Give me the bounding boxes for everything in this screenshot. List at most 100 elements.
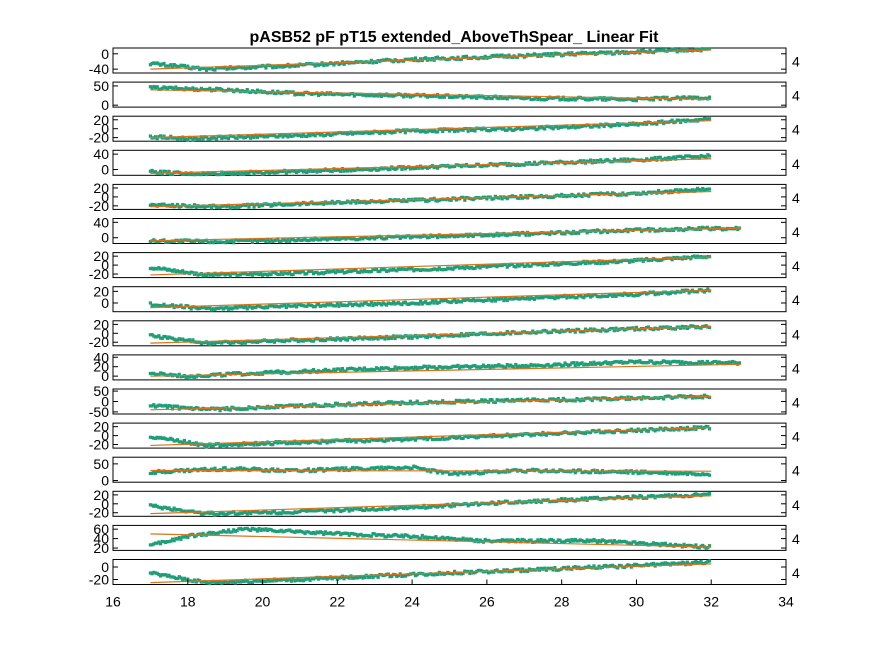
data-point xyxy=(663,395,667,399)
data-point xyxy=(655,95,659,100)
data-point xyxy=(405,234,409,238)
data-point xyxy=(203,205,207,209)
data-point xyxy=(215,512,219,517)
data-point xyxy=(447,267,452,271)
data-point xyxy=(221,204,226,208)
data-point xyxy=(160,371,164,375)
data-point xyxy=(594,124,598,128)
data-point xyxy=(252,305,256,309)
data-point xyxy=(339,92,343,96)
data-point xyxy=(262,306,266,310)
data-point xyxy=(441,235,445,239)
data-point xyxy=(670,493,674,497)
data-point xyxy=(211,340,215,345)
data-point xyxy=(507,53,511,57)
data-point xyxy=(510,262,514,266)
data-point xyxy=(680,257,684,261)
data-point xyxy=(417,129,421,133)
data-point xyxy=(170,303,175,307)
data-point xyxy=(364,439,368,443)
data-point xyxy=(356,534,360,538)
data-point xyxy=(512,297,516,301)
data-point xyxy=(301,439,305,443)
data-point xyxy=(308,403,312,407)
data-point xyxy=(283,91,287,95)
data-point xyxy=(286,467,290,472)
data-point xyxy=(599,362,603,366)
data-point xyxy=(656,188,661,193)
data-point xyxy=(298,133,302,138)
data-point xyxy=(694,326,698,330)
data-point xyxy=(514,95,518,99)
data-point xyxy=(293,468,297,472)
data-point xyxy=(388,336,392,340)
data-point xyxy=(186,467,190,471)
data-point xyxy=(656,119,661,124)
data-point xyxy=(524,264,528,268)
data-point xyxy=(157,266,161,270)
data-point xyxy=(592,429,596,433)
data-point xyxy=(566,327,571,332)
data-point xyxy=(169,172,173,176)
data-point xyxy=(575,396,579,401)
data-point xyxy=(560,160,564,164)
data-point xyxy=(192,467,197,471)
data-point xyxy=(361,131,365,136)
data-point xyxy=(415,59,419,63)
data-point xyxy=(526,52,530,56)
data-point xyxy=(573,262,577,266)
data-point xyxy=(437,504,441,508)
data-point xyxy=(272,305,277,309)
data-point xyxy=(317,93,321,98)
data-point xyxy=(257,304,261,308)
data-point xyxy=(364,401,368,405)
data-point xyxy=(441,299,445,303)
data-point xyxy=(619,260,623,264)
data-point xyxy=(619,359,623,364)
data-point xyxy=(571,96,576,101)
data-point xyxy=(595,361,599,366)
data-point xyxy=(315,440,319,444)
data-point xyxy=(609,470,613,474)
data-point xyxy=(374,168,379,172)
data-point xyxy=(543,295,547,299)
data-point xyxy=(344,201,348,205)
data-point xyxy=(551,96,555,100)
data-point xyxy=(578,362,582,366)
fit-line xyxy=(150,190,712,208)
data-point xyxy=(240,341,244,346)
data-point xyxy=(272,133,277,138)
data-point xyxy=(250,340,254,344)
data-point xyxy=(378,401,382,406)
data-point xyxy=(444,470,448,474)
data-point xyxy=(558,468,562,472)
data-point xyxy=(386,58,390,62)
data-point xyxy=(556,126,560,130)
data-point xyxy=(577,468,581,472)
data-point xyxy=(413,93,418,97)
data-point xyxy=(609,326,613,331)
data-point xyxy=(554,499,559,503)
data-point xyxy=(459,266,463,270)
data-point xyxy=(668,428,673,432)
data-point xyxy=(347,236,351,240)
data-point xyxy=(313,271,317,275)
data-point xyxy=(583,431,588,436)
data-point xyxy=(461,298,465,302)
data-point xyxy=(437,57,441,61)
data-point xyxy=(284,134,288,138)
data-point xyxy=(548,195,552,199)
data-point xyxy=(342,236,346,240)
data-point xyxy=(619,496,623,500)
data-point xyxy=(587,123,591,127)
data-point xyxy=(286,511,290,515)
data-point xyxy=(203,135,207,139)
data-point xyxy=(638,328,642,332)
data-point xyxy=(169,134,173,138)
data-point xyxy=(663,359,667,364)
data-point xyxy=(196,406,200,410)
data-point xyxy=(655,360,659,365)
data-point xyxy=(279,132,283,137)
data-point xyxy=(328,201,333,205)
data-point xyxy=(483,298,487,303)
